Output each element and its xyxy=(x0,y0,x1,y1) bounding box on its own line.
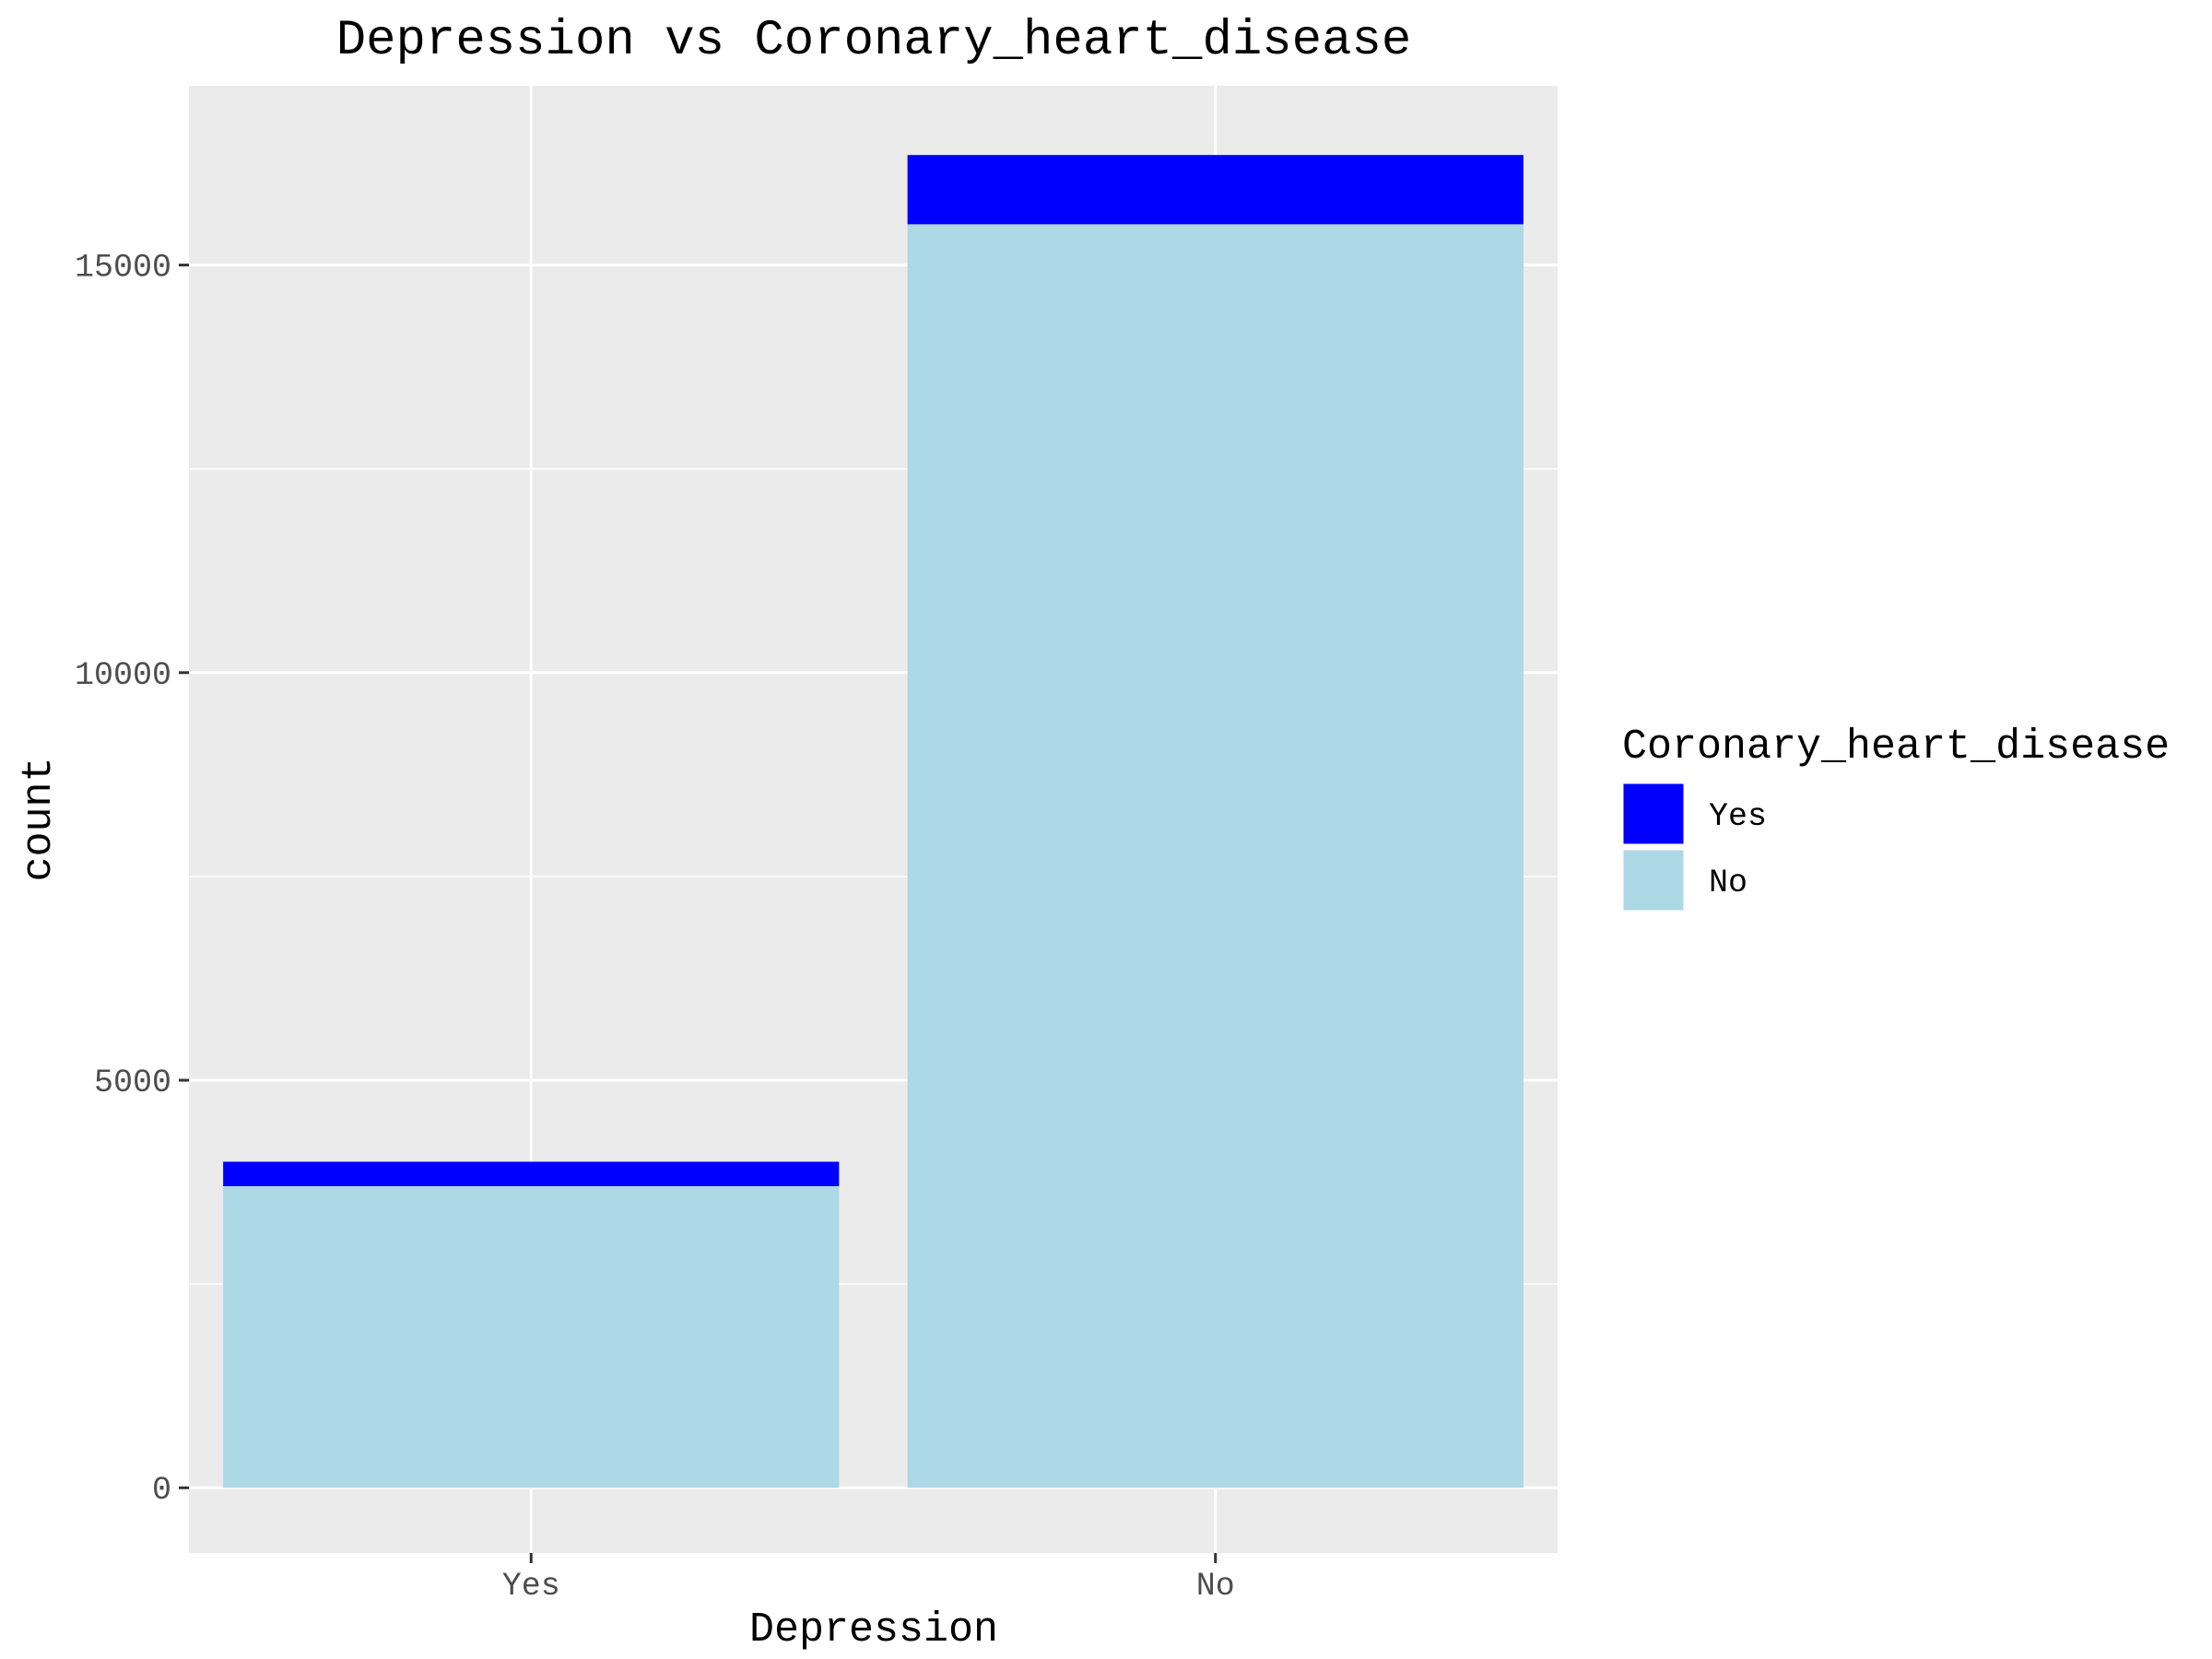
bar-yes-yes xyxy=(223,1161,840,1186)
legend-key-yes xyxy=(1620,781,1687,847)
legend-label-no: No xyxy=(1709,865,1747,901)
y-tick-label: 15000 xyxy=(75,250,171,287)
legend: Coronary_heart_disease Yes No xyxy=(1620,724,2170,913)
bar-no-no xyxy=(907,224,1524,1488)
bars xyxy=(223,155,1524,1488)
y-axis-title: count xyxy=(16,757,63,881)
x-axis-title: Depression xyxy=(749,1606,998,1653)
y-axis: 0 5000 10000 15000 xyxy=(75,250,189,1509)
legend-label-yes: Yes xyxy=(1709,798,1767,835)
x-tick-label: No xyxy=(1196,1568,1235,1605)
x-axis: Yes No xyxy=(502,1553,1235,1605)
legend-title: Coronary_heart_disease xyxy=(1622,724,2170,771)
chart-title: Depression vs Coronary_heart_disease xyxy=(336,13,1412,69)
legend-key-no xyxy=(1620,847,1687,913)
bar-yes-no xyxy=(223,1186,840,1488)
y-tick-label: 5000 xyxy=(94,1065,171,1101)
y-tick-label: 0 xyxy=(152,1472,171,1509)
bar-no-yes xyxy=(907,155,1524,225)
x-tick-label: Yes xyxy=(502,1568,560,1605)
y-tick-label: 10000 xyxy=(75,657,171,694)
